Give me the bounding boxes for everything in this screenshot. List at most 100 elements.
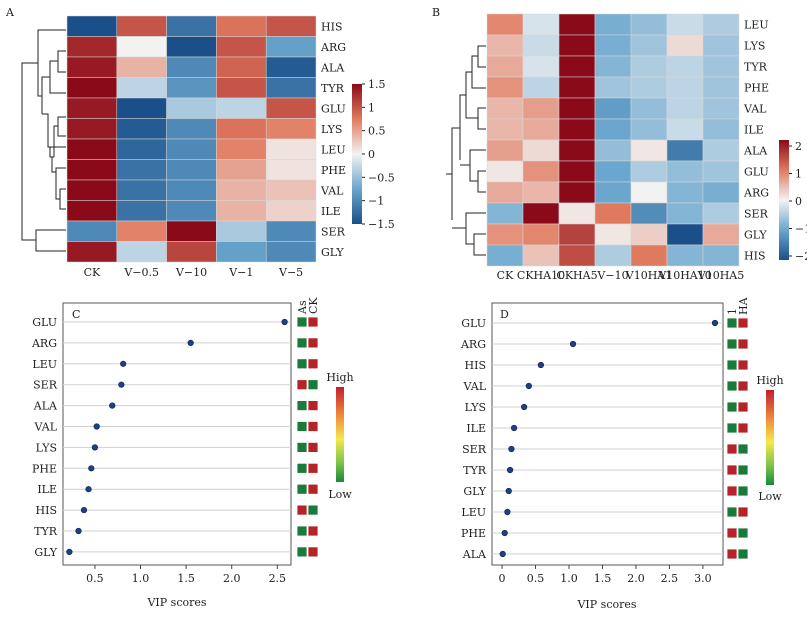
heatmap-b-row-label: SER bbox=[744, 208, 769, 221]
heatmap-a-cell bbox=[66, 97, 118, 119]
vip-c-tile bbox=[307, 546, 319, 558]
heatmap-b-cell bbox=[522, 139, 560, 162]
heatmap-b-cell bbox=[702, 244, 740, 267]
vip-c-row-label: ILE bbox=[37, 483, 57, 496]
vip-c-tile bbox=[307, 379, 319, 391]
heatmap-a-cell bbox=[216, 15, 267, 37]
colorbar-a-tick-label: 0 bbox=[368, 148, 375, 161]
heatmap-b-cell bbox=[702, 34, 740, 57]
vip-d-xtick-label: 2.0 bbox=[627, 572, 645, 585]
vip-d-xtick-label: 3.0 bbox=[694, 572, 712, 585]
heatmap-b-cell bbox=[594, 118, 632, 141]
vip-c-xlabel: VIP scores bbox=[146, 596, 206, 609]
heatmap-a: HIS ARG ALA TYR GLU LYS LEU PHE VAL ILE SER GLY CK V… bbox=[21, 15, 395, 279]
heatmap-b-col-label: V10HA5 bbox=[697, 269, 744, 282]
heatmap-b-cell bbox=[666, 244, 704, 267]
vip-c-row-label: GLU bbox=[32, 316, 57, 329]
heatmap-a-cell bbox=[66, 138, 118, 160]
heatmap-b-cell bbox=[594, 160, 632, 183]
heatmap-b-cell bbox=[666, 118, 704, 141]
panel-label-c: C bbox=[72, 308, 80, 321]
vip-c-xtick-label: 0.5 bbox=[86, 572, 104, 585]
vip-c-row-label: SER bbox=[33, 379, 58, 392]
heatmap-b-cell bbox=[702, 118, 740, 141]
vip-d-point bbox=[510, 424, 518, 432]
heatmap-b-row-label: VAL bbox=[743, 103, 767, 116]
heatmap-a-cell bbox=[166, 138, 217, 160]
vip-d-row-label: LEU bbox=[461, 506, 486, 519]
heatmap-b-col-label: V10HA1 bbox=[625, 269, 672, 282]
heatmap-a-row-label: SER bbox=[321, 225, 346, 238]
heatmap-b-cell bbox=[594, 55, 632, 78]
vip-c-legend: High Low bbox=[326, 371, 353, 501]
vip-d-tile bbox=[726, 485, 738, 497]
vip-c-row-label: GLY bbox=[34, 546, 57, 559]
vip-d-xtick-label: 1.0 bbox=[560, 572, 578, 585]
vip-c-point bbox=[93, 423, 100, 430]
heatmap-b-cell bbox=[486, 202, 524, 225]
heatmap-a-cell bbox=[265, 36, 317, 58]
vip-d-tile bbox=[737, 359, 749, 371]
vip-d-tile bbox=[726, 317, 738, 329]
colorbar-b-gradient bbox=[779, 140, 789, 260]
vip-c-frame bbox=[62, 302, 292, 566]
heatmap-a-cell bbox=[116, 15, 167, 37]
heatmap-b-cell bbox=[666, 181, 704, 204]
heatmap-a-cell bbox=[265, 200, 317, 222]
vip-d-point bbox=[501, 529, 508, 537]
heatmap-b-cell bbox=[558, 97, 596, 120]
vip-d-point bbox=[499, 550, 506, 558]
heatmap-a-cell bbox=[265, 241, 317, 263]
heatmap-b-cell bbox=[558, 244, 596, 267]
heatmap-a-cell bbox=[116, 97, 167, 119]
vip-d-row-label: ILE bbox=[466, 422, 486, 435]
heatmap-b-cell bbox=[486, 160, 524, 183]
heatmap-a-col-label: CK bbox=[84, 266, 101, 279]
vip-d-tile bbox=[737, 422, 749, 434]
vip-c-row-label: HIS bbox=[36, 504, 57, 517]
heatmap-a-cell bbox=[66, 56, 118, 78]
panel-label-a: A bbox=[5, 6, 15, 19]
vip-d-tile bbox=[737, 485, 749, 497]
heatmap-a-cell bbox=[66, 200, 118, 222]
colorbar-a-tick-label: 1.5 bbox=[368, 78, 386, 91]
heatmap-b-cell bbox=[666, 223, 704, 246]
heatmap-b-cell bbox=[666, 160, 704, 183]
row-dendrogram-b bbox=[446, 45, 486, 256]
heatmap-b-cell bbox=[558, 118, 596, 141]
vip-d-tile bbox=[737, 317, 749, 329]
heatmap-b-cell bbox=[522, 76, 560, 99]
vip-c-tile bbox=[307, 337, 319, 349]
vip-c-tile bbox=[296, 462, 308, 474]
colorbar-b-tick-label: −2 bbox=[795, 250, 807, 263]
vip-c-legend-gradient bbox=[336, 387, 344, 482]
vip-c-tile bbox=[307, 525, 319, 537]
heatmap-b-cell bbox=[702, 139, 740, 162]
colorbar-a-tick-label: 0.5 bbox=[368, 125, 386, 138]
vip-d-tile-column-label: HA bbox=[737, 296, 750, 315]
heatmap-a-cell bbox=[116, 220, 167, 242]
panel-label-d: D bbox=[500, 308, 509, 321]
heatmap-a-cell bbox=[66, 118, 118, 140]
heatmap-b-cell bbox=[522, 160, 560, 183]
heatmap-b-cell bbox=[558, 55, 596, 78]
heatmap-b-cell bbox=[594, 181, 632, 204]
heatmap-b-cell bbox=[666, 55, 704, 78]
heatmap-a-col-label: V−5 bbox=[278, 266, 303, 279]
colorbar-a: 1.5 1 0.5 0 −0.5 −1 −1.5 bbox=[352, 78, 395, 231]
heatmap-b-cell bbox=[486, 55, 524, 78]
heatmap-b-cell bbox=[594, 139, 632, 162]
heatmap-b-cell bbox=[522, 244, 560, 267]
vip-c-tile bbox=[307, 462, 319, 474]
heatmap-b-cell bbox=[594, 34, 632, 57]
vip-c-tile bbox=[296, 337, 308, 349]
vip-c-tile bbox=[307, 504, 319, 516]
heatmap-b-cell bbox=[522, 223, 560, 246]
heatmap-b-cell bbox=[630, 244, 668, 267]
heatmap-a-cell bbox=[216, 200, 267, 222]
heatmap-a-cell bbox=[216, 77, 267, 99]
heatmap-b-cell bbox=[630, 118, 668, 141]
heatmap-a-cell bbox=[116, 159, 167, 181]
